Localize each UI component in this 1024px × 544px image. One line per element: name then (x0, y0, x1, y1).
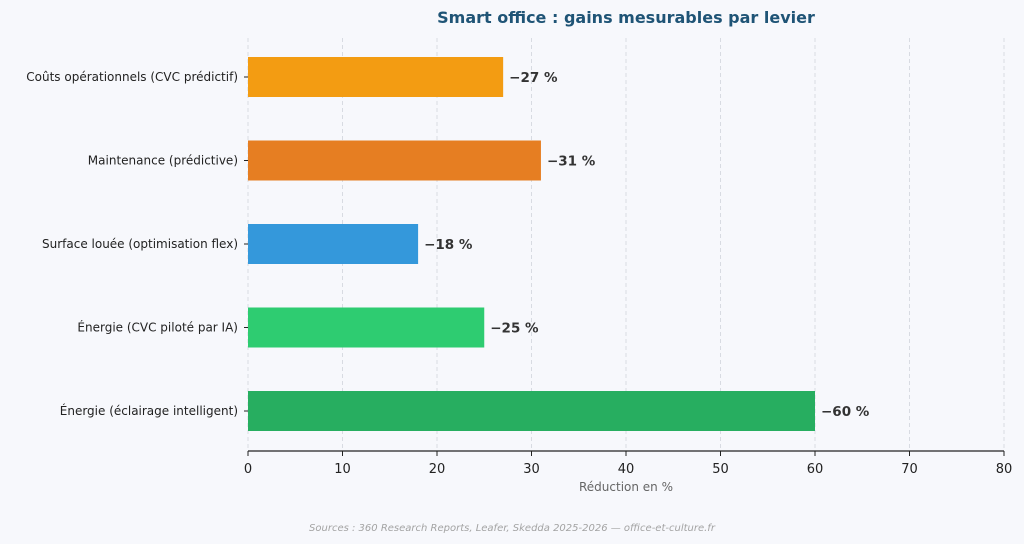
x-tick-label: 70 (901, 462, 918, 477)
y-tick-label: Surface louée (optimisation flex) (42, 237, 238, 251)
data-label: −31 % (547, 154, 596, 170)
x-tick-label: 40 (618, 462, 635, 477)
x-tick-label: 30 (523, 462, 540, 477)
data-label: −60 % (821, 404, 870, 420)
bar (248, 307, 485, 348)
y-tick-label: Coûts opérationnels (CVC prédictif) (26, 70, 238, 84)
bar (248, 391, 815, 431)
y-tick-label: Énergie (éclairage intelligent) (60, 403, 238, 418)
x-tick-label: 60 (807, 462, 824, 477)
x-tick-label: 0 (244, 462, 252, 477)
chart-title: Smart office : gains mesurables par levi… (437, 8, 815, 27)
x-tick-label: 80 (996, 462, 1013, 477)
bar (248, 57, 504, 97)
x-axis-ticks: 0 10 20 30 40 50 60 70 80 (244, 451, 1012, 477)
bars (248, 57, 815, 431)
data-label: −25 % (490, 321, 539, 337)
x-axis-label: Réduction en % (579, 480, 673, 494)
bar (248, 224, 419, 264)
y-tick-label: Maintenance (prédictive) (88, 154, 238, 168)
x-tick-label: 50 (712, 462, 729, 477)
x-tick-label: 20 (429, 462, 446, 477)
x-tick-label: 10 (334, 462, 351, 477)
bar (248, 140, 541, 181)
data-labels: −27 % −31 % −18 % −25 % −60 % (424, 70, 870, 420)
data-label: −27 % (509, 70, 558, 86)
y-tick-label: Énergie (CVC piloté par IA) (77, 320, 238, 335)
data-label: −18 % (424, 237, 473, 253)
source-note: Sources : 360 Research Reports, Leafer, … (309, 523, 716, 534)
y-axis-labels: Coûts opérationnels (CVC prédictif) Maint… (26, 70, 248, 418)
